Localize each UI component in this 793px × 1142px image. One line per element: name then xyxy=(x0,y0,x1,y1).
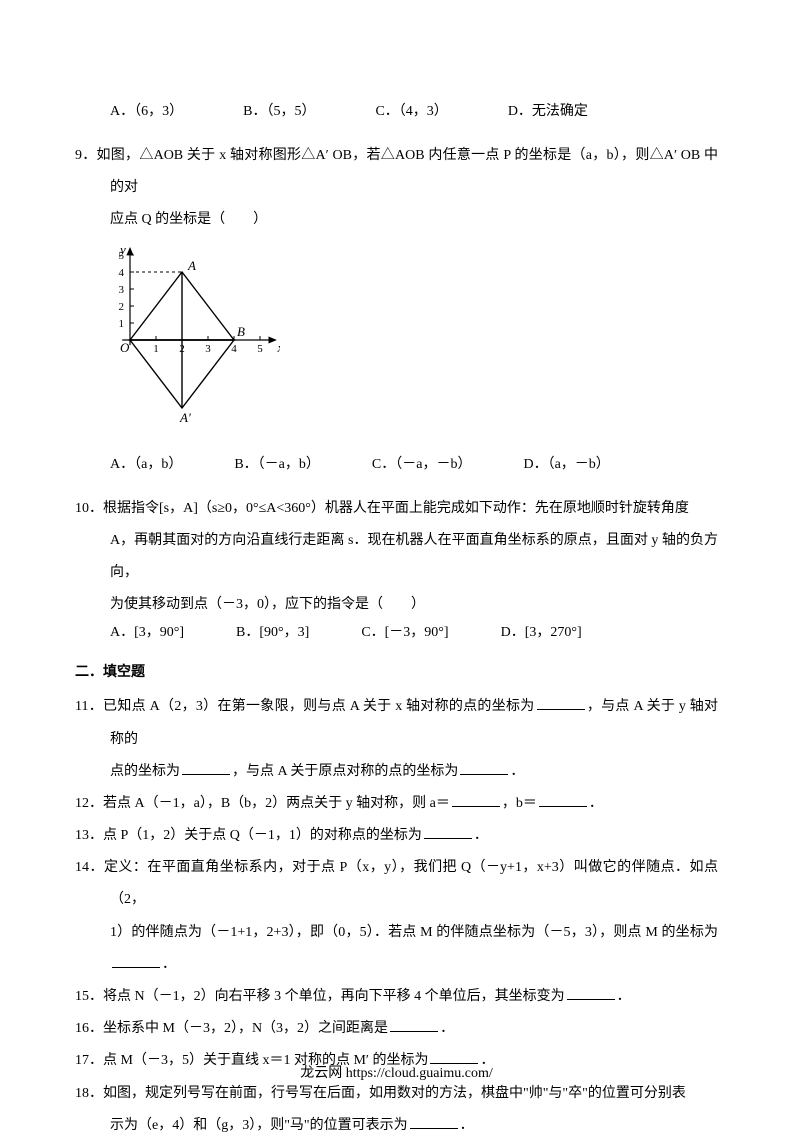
q12-mid: ，b＝ xyxy=(502,796,537,811)
q9-opt-d: D．（a，－b） xyxy=(523,453,609,473)
q11-l2-mid: ，与点 A 关于原点对称的点的坐标为 xyxy=(232,764,458,779)
blank xyxy=(537,696,585,710)
q9-options: A．（a，b） B．（－a，b） C．（－a，－b） D．（a，－b） xyxy=(75,453,718,473)
q15-line: 15．将点 N（－1，2）向右平移 3 个单位，再向下平移 4 个单位后，其坐标… xyxy=(75,981,718,1013)
blank xyxy=(390,1018,438,1032)
q10-line2: A，再朝其面对的方向沿直线行走距离 s．现在机器人在平面直角坐标系的原点，且面对… xyxy=(75,525,718,589)
svg-text:A′: A′ xyxy=(179,410,191,425)
footer-text: 龙云网 https://cloud.guaimu.com/ xyxy=(0,1062,793,1082)
q9-opt-b: B．（－a，b） xyxy=(234,453,320,473)
blank xyxy=(182,761,230,775)
q8-opt-d: D．无法确定 xyxy=(508,100,588,120)
q18-l2-pre: 示为（e，4）和（g，3），则"马"的位置可表示为 xyxy=(110,1118,408,1133)
q9-stem-line2: 应点 Q 的坐标是（ ） xyxy=(75,204,718,236)
q14-line1: 14．定义：在平面直角坐标系内，对于点 P（x，y），我们把 Q（－y+1，x+… xyxy=(75,852,718,916)
q18-line2: 示为（e，4）和（g，3），则"马"的位置可表示为 ． xyxy=(75,1110,718,1142)
q10-line1: 10．根据指令[s，A]（s≥0，0°≤A<360°）机器人在平面上能完成如下动… xyxy=(75,493,718,525)
q10-line3: 为使其移动到点（－3，0），应下的指令是（ ） xyxy=(75,589,718,621)
q15-post: ． xyxy=(617,989,631,1004)
q9-diagram: 1234512345AA′BOxy xyxy=(110,245,718,445)
q9-opt-c: C．（－a，－b） xyxy=(372,453,472,473)
q14-l2-pre: 1）的伴随点为（－1+1，2+3），即（0，5）．若点 M 的伴随点坐标为（－5… xyxy=(110,925,718,940)
q14-line2: 1）的伴随点为（－1+1，2+3），即（0，5）．若点 M 的伴随点坐标为（－5… xyxy=(75,917,718,981)
q13-pre: 13．点 P（1，2）关于点 Q（－1，1）的对称点的坐标为 xyxy=(75,828,422,843)
q10-opt-b: B．[90°，3] xyxy=(236,621,309,641)
svg-text:y: y xyxy=(118,245,126,257)
q8-options: A．（6，3） B．（5，5） C．（4，3） D．无法确定 xyxy=(75,100,718,120)
q12-line: 12．若点 A（－1，a），B（b，2）两点关于 y 轴对称，则 a＝ ，b＝ ． xyxy=(75,788,718,820)
svg-text:3: 3 xyxy=(119,284,125,296)
q13-post: ． xyxy=(474,828,488,843)
svg-text:x: x xyxy=(277,340,280,355)
svg-text:B: B xyxy=(237,324,245,339)
svg-text:3: 3 xyxy=(205,343,211,355)
blank xyxy=(567,986,615,1000)
blank xyxy=(112,954,160,968)
q10-opt-a: A．[3，90°] xyxy=(110,621,184,641)
q11-l1-pre: 11．已知点 A（2，3）在第一象限，则与点 A 关于 x 轴对称的点的坐标为 xyxy=(75,699,535,714)
q14-l2-post: ． xyxy=(162,957,176,972)
q10-opt-c: C．[－3，90°] xyxy=(361,621,448,641)
q11-line1: 11．已知点 A（2，3）在第一象限，则与点 A 关于 x 轴对称的点的坐标为，… xyxy=(75,691,718,755)
q16-line: 16．坐标系中 M（－3，2），N（3，2）之间距离是 ． xyxy=(75,1013,718,1045)
q8-opt-a: A．（6，3） xyxy=(110,100,183,120)
q18-l2-post: ． xyxy=(460,1118,474,1133)
q10-opt-d: D．[3，270°] xyxy=(501,621,582,641)
svg-text:1: 1 xyxy=(119,318,125,330)
svg-text:2: 2 xyxy=(119,301,125,313)
section2-title: 二．填空题 xyxy=(75,661,718,681)
q13-line: 13．点 P（1，2）关于点 Q（－1，1）的对称点的坐标为 ． xyxy=(75,820,718,852)
q11-l2-pre: 点的坐标为 xyxy=(110,764,180,779)
q15-pre: 15．将点 N（－1，2）向右平移 3 个单位，再向下平移 4 个单位后，其坐标… xyxy=(75,989,565,1004)
blank xyxy=(452,793,500,807)
q11-l2-post: ． xyxy=(510,764,524,779)
blank xyxy=(424,825,472,839)
blank xyxy=(460,761,508,775)
q12-pre: 12．若点 A（－1，a），B（b，2）两点关于 y 轴对称，则 a＝ xyxy=(75,796,450,811)
q12-post: ． xyxy=(589,796,603,811)
q11-line2: 点的坐标为 ，与点 A 关于原点对称的点的坐标为 ． xyxy=(75,756,718,788)
q16-pre: 16．坐标系中 M（－3，2），N（3，2）之间距离是 xyxy=(75,1021,388,1036)
svg-text:4: 4 xyxy=(231,343,237,355)
q9-stem-line1: 9．如图，△AOB 关于 x 轴对称图形△A′ OB，若△AOB 内任意一点 P… xyxy=(75,140,718,204)
q8-opt-c: C．（4，3） xyxy=(375,100,447,120)
svg-text:5: 5 xyxy=(257,343,263,355)
q18-line1: 18．如图，规定列号写在前面，行号写在后面，如用数对的方法，棋盘中"帅"与"卒"… xyxy=(75,1078,718,1110)
svg-text:1: 1 xyxy=(153,343,159,355)
blank xyxy=(539,793,587,807)
svg-text:A: A xyxy=(187,258,196,273)
svg-text:O: O xyxy=(120,340,130,355)
svg-text:4: 4 xyxy=(119,267,125,279)
q8-opt-b: B．（5，5） xyxy=(243,100,315,120)
q9-opt-a: A．（a，b） xyxy=(110,453,182,473)
q16-post: ． xyxy=(440,1021,454,1036)
q10-options: A．[3，90°] B．[90°，3] C．[－3，90°] D．[3，270°… xyxy=(75,621,718,641)
